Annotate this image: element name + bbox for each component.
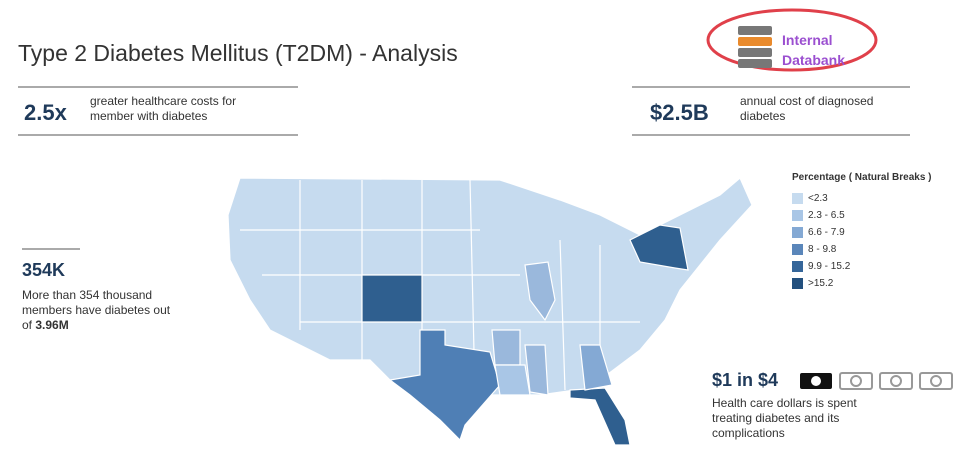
state-illinois xyxy=(524,261,556,322)
dollar-icon xyxy=(919,372,953,390)
legend-item: 6.6 - 7.9 xyxy=(792,224,850,241)
stat-value: $1 in $4 xyxy=(712,370,779,390)
legend-swatch xyxy=(792,210,803,221)
state-florida xyxy=(569,387,631,446)
state-mississippi xyxy=(524,344,549,396)
legend-label: 2.3 - 6.5 xyxy=(808,210,845,221)
legend-label: 9.9 - 15.2 xyxy=(808,261,851,272)
dollar-icons xyxy=(800,372,953,390)
state-colorado xyxy=(361,274,423,323)
state-arkansas xyxy=(491,329,521,366)
badge-line1: Internal xyxy=(782,32,833,48)
badge-line2: Databank xyxy=(782,52,845,68)
dollar-icon xyxy=(800,373,832,389)
dollar-icon xyxy=(839,372,873,390)
stat-text: greater healthcare costs for member with… xyxy=(90,94,237,123)
state-border xyxy=(559,239,566,391)
stat-text: annual cost of diagnosed diabetes xyxy=(740,94,874,123)
legend-item: 9.9 - 15.2 xyxy=(792,258,850,275)
legend-item: 2.3 - 6.5 xyxy=(792,207,850,224)
legend-swatch xyxy=(792,278,803,289)
stat-value: $2.5B xyxy=(650,100,709,125)
legend-swatch xyxy=(792,193,803,204)
legend: <2.3 2.3 - 6.5 6.6 - 7.9 8 - 9.8 9.9 - 15.2 >… xyxy=(792,190,850,292)
legend-swatch xyxy=(792,261,803,272)
state-new-york xyxy=(629,224,689,271)
badge: Internal Databank xyxy=(706,8,878,72)
us-outline xyxy=(227,177,753,446)
badge-oval xyxy=(706,8,878,72)
rule xyxy=(18,134,298,136)
legend-item: >15.2 xyxy=(792,275,850,292)
legend-swatch xyxy=(792,244,803,255)
rule xyxy=(632,86,910,88)
legend-label: <2.3 xyxy=(808,193,828,204)
us-map xyxy=(227,177,753,446)
state-georgia xyxy=(579,344,613,391)
stat-text: Health care dollars is spent treating di… xyxy=(712,396,857,440)
stat-value: 2.5x xyxy=(24,100,67,125)
state-texas xyxy=(388,329,501,442)
legend-label: >15.2 xyxy=(808,278,834,289)
rule xyxy=(632,134,910,136)
stat-text: More than 354 thousand members have diab… xyxy=(22,288,171,332)
stat-bold: 3.96M xyxy=(35,318,69,332)
database-icon xyxy=(738,26,772,68)
legend-item: 8 - 9.8 xyxy=(792,241,850,258)
stat-value: 354K xyxy=(22,260,66,280)
legend-item: <2.3 xyxy=(792,190,850,207)
state-louisiana xyxy=(494,364,531,396)
stat-text: More than 354 thousand members have diab… xyxy=(22,288,182,333)
legend-swatch xyxy=(792,227,803,238)
legend-title: Percentage ( Natural Breaks ) xyxy=(792,172,932,183)
rule xyxy=(22,248,80,250)
dollar-icon xyxy=(879,372,913,390)
legend-label: 8 - 9.8 xyxy=(808,244,837,255)
title: Type 2 Diabetes Mellitus (T2DM) - Analys… xyxy=(18,40,458,66)
legend-label: 6.6 - 7.9 xyxy=(808,227,845,238)
rule xyxy=(18,86,298,88)
